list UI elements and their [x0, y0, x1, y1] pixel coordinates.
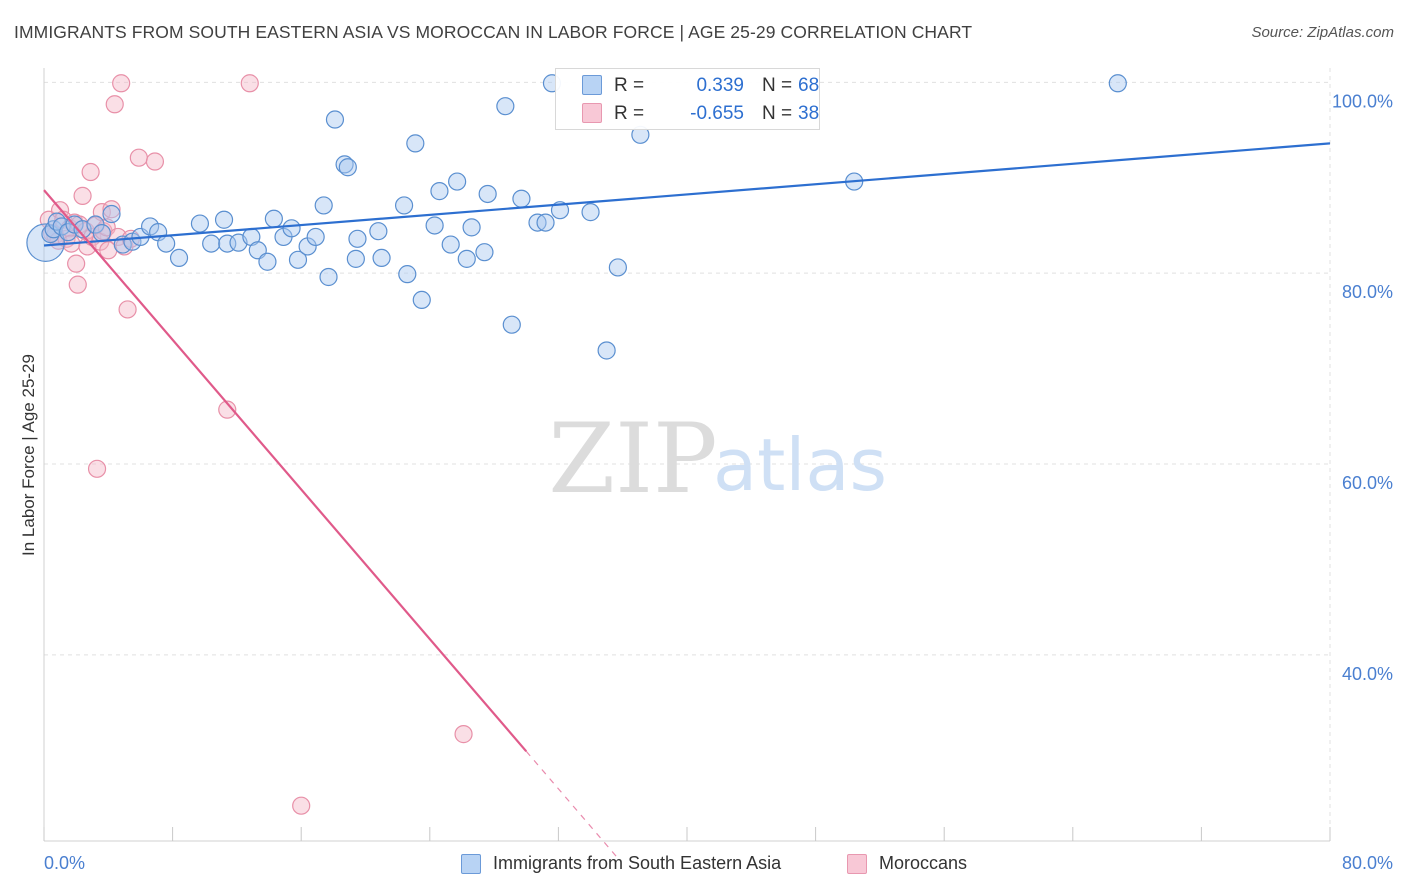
- data-point-moroccans: [292, 796, 311, 815]
- watermark-zip: ZIP: [548, 403, 717, 515]
- data-point-sea: [325, 110, 345, 129]
- legend-r-value-sea: 0.339: [696, 75, 744, 96]
- data-point-sea: [258, 252, 277, 271]
- data-point-moroccans: [454, 725, 473, 744]
- x-tick-labels: 0.0% 80.0%: [44, 853, 1393, 873]
- bottom-legend-label-moroccans: Moroccans: [879, 853, 968, 873]
- data-point-sea: [441, 235, 460, 254]
- data-point-sea: [478, 184, 497, 204]
- data-point-sea: [306, 227, 325, 247]
- data-point-moroccans: [73, 186, 92, 205]
- data-point-sea: [338, 158, 357, 177]
- data-point-moroccans: [105, 95, 124, 114]
- y-tick-labels: 100.0% 80.0% 60.0% 40.0%: [1332, 91, 1393, 684]
- data-point-sea: [346, 249, 365, 268]
- data-point-sea: [157, 234, 176, 253]
- data-point-sea: [369, 222, 388, 241]
- bottom-legend-swatch-moroccans: [847, 854, 867, 874]
- data-point-sea: [282, 219, 301, 238]
- x-tick-label: 0.0%: [44, 853, 85, 873]
- data-point-moroccans: [129, 148, 148, 167]
- data-point-sea: [536, 213, 555, 232]
- legend-r-label: R =: [614, 103, 645, 124]
- y-axis-label: In Labor Force | Age 25-29: [19, 354, 38, 556]
- data-point-sea: [169, 248, 189, 268]
- axes: [43, 68, 1331, 842]
- data-point-sea: [202, 234, 221, 253]
- data-point-sea: [26, 223, 65, 262]
- legend-swatch-sea: [582, 75, 602, 95]
- data-point-sea: [475, 243, 494, 262]
- data-point-sea: [59, 223, 78, 242]
- data-point-sea: [581, 203, 600, 222]
- data-point-moroccans: [87, 459, 107, 478]
- stats-legend: R = 0.339 N = 68 R = -0.655 N = 38: [555, 68, 820, 130]
- data-point-sea: [319, 267, 338, 287]
- chart-title: IMMIGRANTS FROM SOUTH EASTERN ASIA VS MO…: [14, 22, 973, 42]
- data-point-sea: [102, 204, 121, 224]
- data-point-moroccans: [145, 152, 165, 171]
- data-point-moroccans: [240, 74, 259, 93]
- data-point-moroccans: [81, 162, 100, 182]
- watermark-atlas: atlas: [713, 423, 887, 507]
- data-point-sea: [394, 196, 414, 215]
- trend-line-sea: [43, 142, 1331, 247]
- data-point-sea: [412, 290, 431, 309]
- y-tick-label: 40.0%: [1342, 664, 1393, 684]
- data-point-sea: [496, 97, 515, 116]
- legend-n-label: N =: [762, 103, 793, 124]
- y-tick-label: 80.0%: [1342, 282, 1393, 302]
- data-point-moroccans: [112, 74, 131, 93]
- legend-swatch-moroccans: [582, 103, 602, 123]
- trend-lines: [43, 142, 1331, 861]
- legend-n-value-sea: 68: [798, 75, 820, 96]
- moroccans-points: [39, 74, 473, 815]
- trend-line-moroccans: [43, 189, 528, 753]
- y-tick-label: 60.0%: [1342, 473, 1393, 493]
- data-point-sea: [348, 229, 367, 248]
- data-point-sea: [264, 209, 283, 228]
- data-point-sea: [502, 315, 521, 334]
- source-credit: Source: ZipAtlas.com: [1251, 24, 1394, 41]
- legend-n-label: N =: [762, 75, 793, 96]
- data-point-sea: [430, 182, 449, 201]
- x-tick-label: 80.0%: [1342, 853, 1393, 873]
- bottom-legend-swatch-sea: [461, 854, 481, 874]
- data-point-moroccans: [218, 400, 237, 419]
- bottom-legend-label-sea: Immigrants from South Eastern Asia: [493, 853, 782, 873]
- data-point-sea: [512, 189, 531, 208]
- data-point-sea: [448, 172, 467, 191]
- data-point-sea: [457, 249, 476, 268]
- data-point-sea: [608, 258, 627, 277]
- y-tick-label: 100.0%: [1332, 91, 1393, 111]
- data-point-sea: [372, 248, 391, 268]
- legend-r-value-moroccans: -0.655: [690, 103, 744, 124]
- data-point-sea: [190, 214, 210, 233]
- legend-r-label: R =: [614, 75, 645, 96]
- data-point-moroccans: [102, 200, 121, 219]
- data-point-moroccans: [118, 300, 137, 319]
- data-point-sea: [288, 250, 308, 269]
- legend-n-value-moroccans: 38: [798, 103, 820, 124]
- data-point-moroccans: [68, 275, 87, 294]
- data-point-sea: [406, 134, 425, 153]
- data-point-moroccans: [67, 254, 86, 273]
- trend-line-moroccans-extension: [525, 750, 620, 861]
- data-point-sea: [398, 265, 417, 284]
- data-point-sea: [214, 210, 234, 229]
- watermark: ZIP atlas: [548, 403, 887, 515]
- data-point-sea: [597, 341, 616, 360]
- data-point-sea: [314, 196, 333, 215]
- data-point-sea: [1108, 74, 1127, 93]
- data-point-sea: [335, 155, 354, 174]
- data-point-sea: [92, 223, 111, 243]
- data-point-sea: [462, 218, 481, 237]
- data-point-sea: [425, 216, 444, 235]
